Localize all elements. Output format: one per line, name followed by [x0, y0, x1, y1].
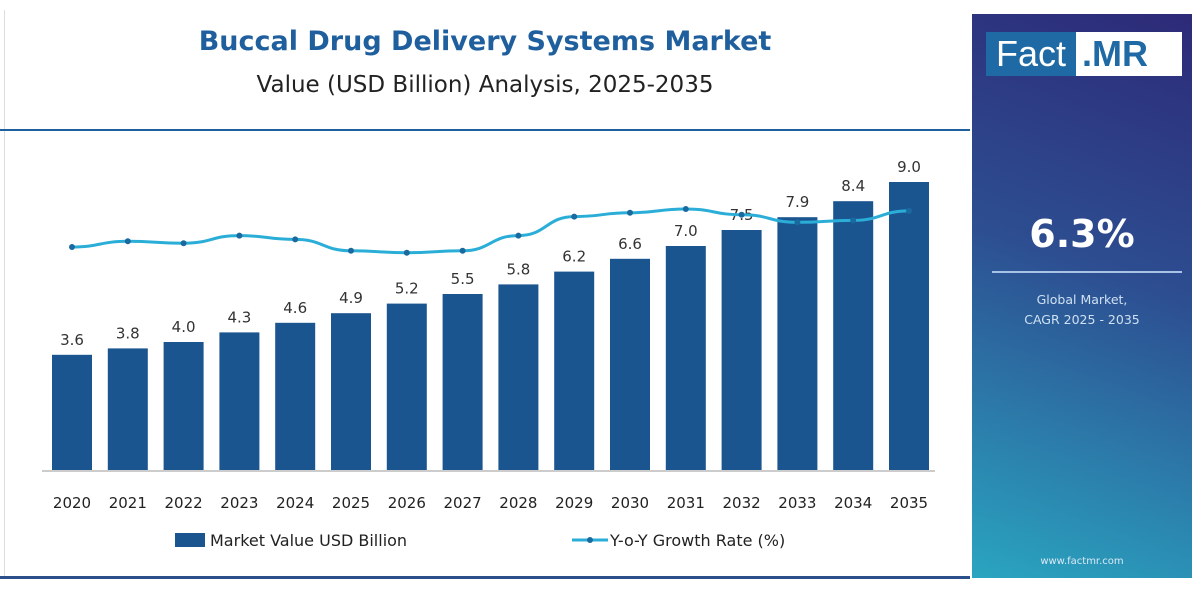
growth-point-2033 — [794, 219, 801, 226]
x-tick-2022: 2022 — [165, 494, 203, 512]
data-label-2028: 5.8 — [506, 260, 530, 278]
growth-line — [71, 207, 910, 255]
bar-2031 — [665, 246, 706, 470]
data-label-2021: 3.8 — [116, 324, 140, 342]
x-tick-2026: 2026 — [388, 494, 426, 512]
chart-plot: 3.6 2020 3.8 2021 4.0 2022 4.3 2023 4.6 2024 4.9 20… — [42, 158, 935, 550]
x-tick-2024: 2024 — [276, 494, 314, 512]
growth-point-2035 — [906, 207, 912, 214]
bar-2024 — [275, 322, 316, 470]
data-label-2031: 7.0 — [674, 222, 698, 240]
legend-bar-swatch — [175, 533, 205, 547]
x-tick-2032: 2032 — [723, 494, 761, 512]
bar-2028 — [498, 284, 539, 470]
panel-divider — [992, 271, 1182, 273]
chart-title: Buccal Drug Delivery Systems Market — [198, 26, 772, 57]
factmr-logo: Fact .MR — [986, 32, 1182, 76]
bar-2026 — [386, 303, 427, 470]
x-tick-2023: 2023 — [220, 494, 258, 512]
x-tick-2021: 2021 — [109, 494, 147, 512]
data-label-2029: 6.2 — [562, 248, 586, 266]
legend-line-label: Y-o-Y Growth Rate (%) — [609, 531, 785, 550]
x-tick-2030: 2030 — [611, 494, 649, 512]
x-tick-2029: 2029 — [555, 494, 593, 512]
data-label-2026: 5.2 — [395, 280, 419, 298]
x-tick-2033: 2033 — [778, 494, 816, 512]
bar-2035 — [889, 182, 929, 470]
side-panel: Fact .MR 6.3% Global Market, CAGR 2025 -… — [972, 14, 1192, 578]
growth-point-2024 — [292, 236, 299, 243]
cagr-label-line1: Global Market, — [1036, 292, 1128, 307]
x-tick-2028: 2028 — [499, 494, 537, 512]
bottom-divider — [0, 576, 970, 579]
growth-point-2022 — [180, 240, 187, 247]
data-label-2034: 8.4 — [841, 177, 865, 195]
growth-point-2021 — [124, 238, 131, 245]
data-label-2022: 4.0 — [172, 318, 196, 336]
title-divider — [0, 129, 970, 131]
data-label-2035: 9.0 — [897, 158, 921, 176]
logo-text-right: .MR — [1082, 33, 1149, 74]
growth-point-2025 — [348, 247, 354, 254]
bar-2033 — [777, 217, 818, 470]
growth-point-2020 — [69, 244, 75, 250]
bar-2032 — [721, 230, 762, 470]
x-tick-2027: 2027 — [444, 494, 482, 512]
growth-point-2034 — [850, 217, 857, 224]
bar-2030 — [610, 258, 650, 470]
growth-point-2028 — [515, 232, 522, 239]
bar-2020 — [52, 354, 92, 470]
x-tick-2020: 2020 — [53, 494, 91, 512]
data-label-2020: 3.6 — [60, 331, 84, 349]
data-label-2027: 5.5 — [451, 270, 475, 288]
data-label-2033: 7.9 — [785, 193, 809, 211]
website-url: www.factmr.com — [1040, 556, 1124, 567]
data-label-2023: 4.3 — [227, 308, 251, 326]
x-tick-2031: 2031 — [667, 494, 705, 512]
growth-point-2023 — [236, 232, 243, 239]
growth-point-2029 — [571, 213, 578, 220]
x-tick-2034: 2034 — [834, 494, 872, 512]
growth-point-2030 — [627, 209, 633, 216]
chart-subtitle: Value (USD Billion) Analysis, 2025-2035 — [256, 72, 714, 98]
bar-2021 — [107, 348, 148, 470]
data-label-2030: 6.6 — [618, 235, 642, 253]
data-label-2025: 4.9 — [339, 289, 363, 307]
bar-2027 — [442, 294, 483, 470]
legend-bar-label: Market Value USD Billion — [210, 531, 407, 550]
cagr-label: Global Market, CAGR 2025 - 2035 — [972, 290, 1192, 330]
x-tick-2035: 2035 — [890, 494, 928, 512]
x-tick-2025: 2025 — [332, 494, 370, 512]
logo-text-left: Fact — [986, 32, 1077, 76]
cagr-label-line2: CAGR 2025 - 2035 — [1024, 312, 1140, 327]
growth-point-2031 — [682, 206, 689, 212]
cagr-value: 6.3% — [1029, 212, 1135, 256]
growth-point-2026 — [403, 249, 410, 256]
bar-2022 — [163, 342, 204, 470]
bar-2029 — [554, 271, 595, 470]
chart-frame — [4, 10, 969, 578]
bar-2023 — [219, 332, 260, 470]
bar-2025 — [331, 313, 371, 470]
data-label-2024: 4.6 — [283, 299, 307, 317]
legend-line-marker — [587, 537, 593, 543]
growth-point-2027 — [459, 247, 466, 254]
growth-point-2032 — [738, 211, 745, 218]
bar-2034 — [833, 201, 874, 470]
